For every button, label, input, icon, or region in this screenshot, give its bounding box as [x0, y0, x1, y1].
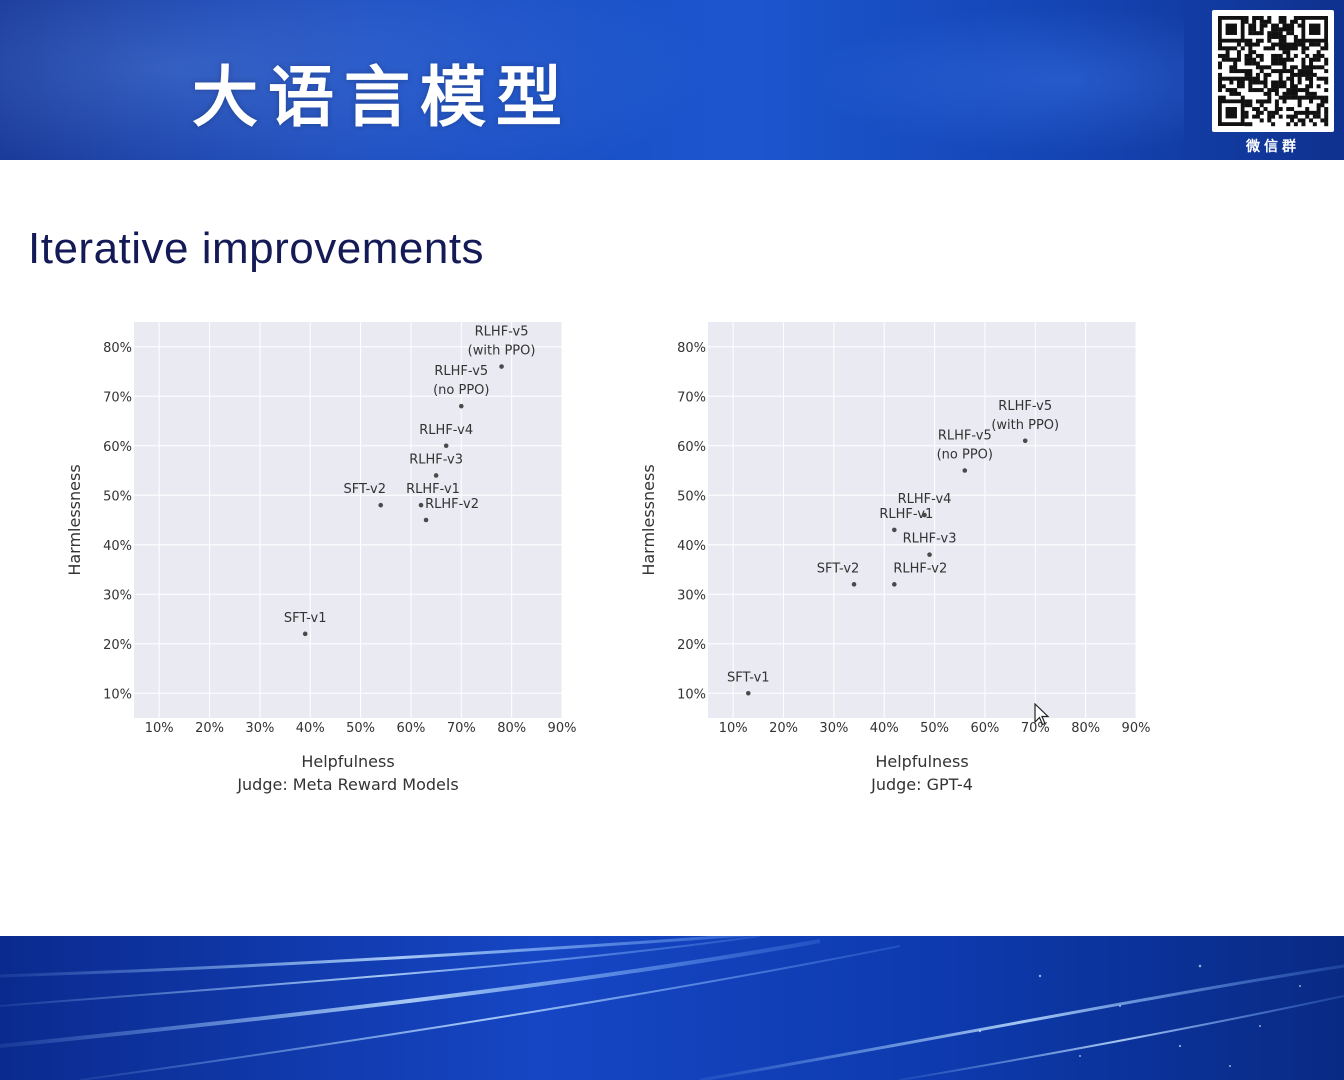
y-tick-label: 70%: [677, 390, 706, 405]
y-tick-label: 10%: [103, 687, 132, 702]
y-tick-label: 70%: [103, 390, 132, 405]
y-tick-label: 10%: [677, 687, 706, 702]
y-tick-label: 80%: [103, 341, 132, 356]
x-tick-label: 10%: [719, 721, 748, 736]
y-tick-label: 50%: [103, 489, 132, 504]
chart-subtitle: Judge: GPT-4: [870, 775, 973, 794]
x-tick-label: 30%: [245, 721, 274, 736]
data-label: SFT-v1: [727, 670, 770, 685]
qr-caption: 微信群: [1246, 139, 1300, 155]
data-point: [745, 690, 751, 696]
data-label: RLHF-v4: [898, 492, 952, 507]
x-tick-label: 80%: [497, 721, 526, 736]
x-tick-label: 90%: [548, 721, 577, 736]
data-point: [302, 631, 308, 637]
data-label: RLHF-v3: [409, 452, 463, 467]
header-title: 大语言模型: [192, 59, 572, 136]
x-axis-label: Helpfulness: [875, 752, 968, 771]
data-point: [927, 552, 932, 557]
x-tick-label: 50%: [920, 721, 949, 736]
data-label: (with PPO): [468, 344, 536, 359]
data-label: RLHF-v4: [419, 423, 473, 438]
data-label: SFT-v2: [817, 561, 860, 576]
x-tick-label: 20%: [195, 721, 224, 736]
data-label: RLHF-v5: [434, 364, 488, 379]
charts-area: 10% 20% 30% 40% 50% 60% 70% 80% 90% 10% 20% 30% 40% 5…: [65, 322, 1150, 794]
data-label: SFT-v1: [284, 611, 327, 626]
data-point: [443, 443, 449, 449]
plot-area: [134, 322, 562, 718]
header-banner: 大语言模型: [0, 0, 1344, 160]
y-tick-label: 30%: [103, 588, 132, 603]
data-point: [851, 582, 857, 587]
y-tick-label: 80%: [677, 341, 706, 356]
data-label: (no PPO): [433, 383, 489, 398]
plot-area: [708, 322, 1136, 718]
data-label: RLHF-v1: [406, 482, 460, 497]
data-label: RLHF-v2: [425, 497, 479, 512]
scatter-chart-2: 10% 20% 30% 40% 50% 60% 70% 80% 90% 10% 20% 30% 40% 5…: [639, 322, 1150, 794]
y-tick-label: 40%: [103, 539, 132, 554]
qr-code: [1212, 10, 1334, 132]
x-axis-label: Helpfulness: [301, 752, 394, 771]
data-label: (no PPO): [937, 448, 993, 463]
chart-subtitle: Judge: Meta Reward Models: [236, 775, 458, 794]
x-tick-label: 20%: [769, 721, 798, 736]
x-tick-label: 40%: [296, 721, 325, 736]
x-tick-label: 80%: [1071, 721, 1100, 736]
x-tick-label: 60%: [396, 721, 425, 736]
data-label: RLHF-v3: [903, 532, 957, 547]
y-axis-label: Harmlessness: [65, 464, 84, 575]
data-point: [1022, 438, 1028, 444]
footer-banner: [0, 936, 1344, 1080]
mouse-cursor-icon: [1034, 703, 1050, 726]
data-label: (with PPO): [991, 418, 1059, 433]
data-point: [892, 582, 897, 587]
data-point: [423, 517, 429, 523]
data-label: SFT-v2: [343, 482, 386, 497]
y-tick-label: 60%: [677, 440, 706, 455]
data-label: RLHF-v2: [893, 561, 947, 576]
data-label: RLHF-v5: [475, 325, 529, 340]
x-tick-label: 60%: [970, 721, 999, 736]
data-label: RLHF-v5: [938, 429, 992, 444]
y-tick-label: 40%: [677, 539, 706, 554]
slide-title: Iterative improvements: [28, 224, 485, 273]
scatter-chart-1: 10% 20% 30% 40% 50% 60% 70% 80% 90% 10% 20% 30% 40% 5…: [65, 322, 576, 794]
data-point: [378, 502, 384, 508]
y-tick-label: 20%: [677, 638, 706, 653]
x-tick-label: 30%: [819, 721, 848, 736]
y-tick-label: 30%: [677, 588, 706, 603]
y-tick-label: 20%: [103, 638, 132, 653]
y-axis-label: Harmlessness: [639, 464, 658, 575]
data-point: [418, 502, 424, 508]
x-tick-label: 50%: [346, 721, 375, 736]
x-tick-label: 40%: [870, 721, 899, 736]
data-point: [922, 512, 927, 518]
data-label: RLHF-v1: [879, 507, 933, 522]
x-tick-label: 70%: [447, 721, 476, 736]
data-point: [962, 468, 968, 473]
data-point: [499, 364, 504, 369]
y-tick-label: 50%: [677, 489, 706, 504]
x-tick-label: 90%: [1122, 721, 1151, 736]
y-tick-label: 60%: [103, 440, 132, 455]
data-label: RLHF-v5: [998, 399, 1052, 414]
data-point: [458, 403, 464, 409]
data-point: [892, 527, 897, 533]
data-point: [433, 473, 439, 478]
x-tick-label: 10%: [145, 721, 174, 736]
